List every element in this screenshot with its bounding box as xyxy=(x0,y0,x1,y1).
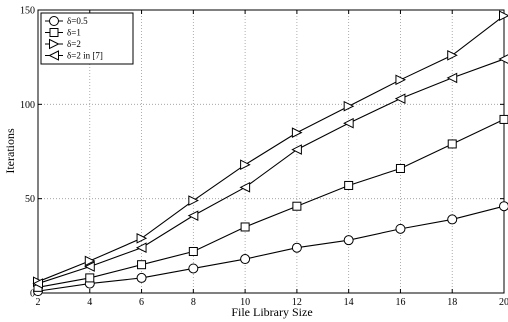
series-line xyxy=(37,15,505,283)
series-1 xyxy=(33,201,508,297)
data-point xyxy=(32,278,43,289)
legend-item: δ=1 xyxy=(45,28,81,38)
axes-layer: 2 4 6 8 10 12 14 16 18 20 0 50 100 150 xyxy=(20,6,508,309)
data-point xyxy=(136,272,147,283)
legend-item: δ=2 in [7] xyxy=(45,50,103,61)
data-point xyxy=(187,210,199,221)
data-point xyxy=(447,139,457,149)
legend-item: δ=2 xyxy=(45,38,81,50)
data-point xyxy=(188,195,199,206)
x-tick-label: 4 xyxy=(87,297,92,308)
legend-label: δ=2 in [7] xyxy=(67,51,103,61)
x-tick-label: 14 xyxy=(344,297,354,308)
data-point xyxy=(447,49,458,61)
series-4 xyxy=(32,54,508,289)
data-point xyxy=(291,127,303,138)
legend-label: δ=1 xyxy=(67,28,81,38)
x-tick-label: 8 xyxy=(191,297,196,308)
y-tick-label: 100 xyxy=(20,100,35,111)
x-tick-label: 12 xyxy=(292,297,302,308)
x-tick-label: 18 xyxy=(447,297,457,308)
data-point xyxy=(240,159,251,171)
x-tick-label: 20 xyxy=(499,297,508,308)
x-tick-label: 16 xyxy=(395,297,405,308)
data-point xyxy=(395,223,406,234)
data-point xyxy=(240,222,250,232)
series-2 xyxy=(33,114,508,292)
series-line xyxy=(37,118,505,288)
data-point xyxy=(344,180,354,190)
data-point xyxy=(137,260,147,270)
y-axis-title: Iterations xyxy=(3,128,17,174)
data-point xyxy=(395,74,407,86)
data-point xyxy=(343,235,354,246)
data-point xyxy=(291,144,302,155)
x-tick-label: 2 xyxy=(36,297,41,308)
series-line xyxy=(37,205,505,292)
legend-label: δ=0.5 xyxy=(67,16,88,26)
data-point xyxy=(499,10,508,21)
legend-label: δ=2 xyxy=(67,39,81,49)
data-point xyxy=(85,273,95,283)
plot-frame xyxy=(37,9,505,294)
x-tick-label: 6 xyxy=(139,297,144,308)
data-point xyxy=(395,163,405,173)
data-point xyxy=(446,72,458,84)
data-point xyxy=(188,246,198,256)
legend: δ=0.5 δ=1δ=2 δ=2 in [7] xyxy=(40,12,134,65)
data-point xyxy=(135,242,147,254)
x-tick-label: 10 xyxy=(240,297,250,308)
legend-marker xyxy=(49,38,60,50)
data-point xyxy=(291,242,302,253)
data-point xyxy=(343,117,354,129)
series-line xyxy=(37,58,505,285)
x-axis-title: File Library Size xyxy=(231,305,312,319)
data-point xyxy=(499,201,508,212)
legend-marker xyxy=(49,16,59,26)
data-point xyxy=(292,201,302,211)
legend-marker xyxy=(49,28,59,37)
y-tick-label: 50 xyxy=(25,194,35,205)
data-point xyxy=(499,114,508,124)
legend-item: δ=0.5 xyxy=(45,16,88,26)
y-tick-label: 150 xyxy=(20,6,35,17)
data-point xyxy=(343,100,355,112)
series-layer xyxy=(32,10,508,297)
y-tick-label: 0 xyxy=(30,289,35,300)
data-point xyxy=(188,263,199,274)
data-point xyxy=(136,232,148,244)
data-point xyxy=(447,214,458,225)
data-point xyxy=(84,261,95,272)
series-3 xyxy=(33,10,508,287)
data-point xyxy=(239,182,251,193)
data-point xyxy=(84,255,96,267)
data-point xyxy=(240,254,251,265)
data-point xyxy=(498,54,508,64)
data-point xyxy=(394,93,406,104)
legend-marker xyxy=(48,50,59,61)
